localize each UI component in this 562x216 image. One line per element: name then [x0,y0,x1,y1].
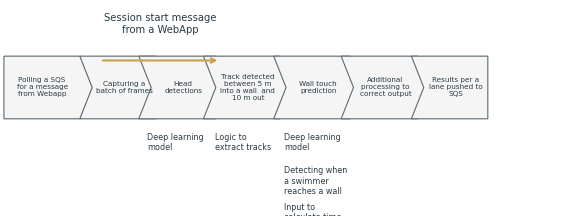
Text: Deep learning
model: Deep learning model [284,133,341,152]
Text: Results per a
lane pushed to
SQS: Results per a lane pushed to SQS [429,78,483,97]
Text: Wall touch
prediction: Wall touch prediction [300,81,337,94]
Polygon shape [139,56,228,119]
Text: Deep learning
model: Deep learning model [147,133,204,152]
Polygon shape [4,56,93,119]
Text: Additional
processing to
correct output: Additional processing to correct output [360,78,411,97]
Text: Head
detections: Head detections [164,81,202,94]
Text: Polling a SQS
for a message
from Webapp: Polling a SQS for a message from Webapp [16,78,68,97]
Text: Capturing a
batch of frames: Capturing a batch of frames [96,81,153,94]
Text: Input to
calculate time
in & time out: Input to calculate time in & time out [284,203,341,216]
Polygon shape [80,56,169,119]
Text: Session start message
from a WebApp: Session start message from a WebApp [104,13,216,35]
Text: Detecting when
a swimmer
reaches a wall: Detecting when a swimmer reaches a wall [284,166,347,196]
Polygon shape [341,56,430,119]
Text: Logic to
extract tracks: Logic to extract tracks [215,133,271,152]
Polygon shape [203,56,292,119]
Polygon shape [274,56,362,119]
Polygon shape [411,56,488,119]
Text: Track detected
between 5 m
into a wall  and
10 m out: Track detected between 5 m into a wall a… [220,74,275,101]
